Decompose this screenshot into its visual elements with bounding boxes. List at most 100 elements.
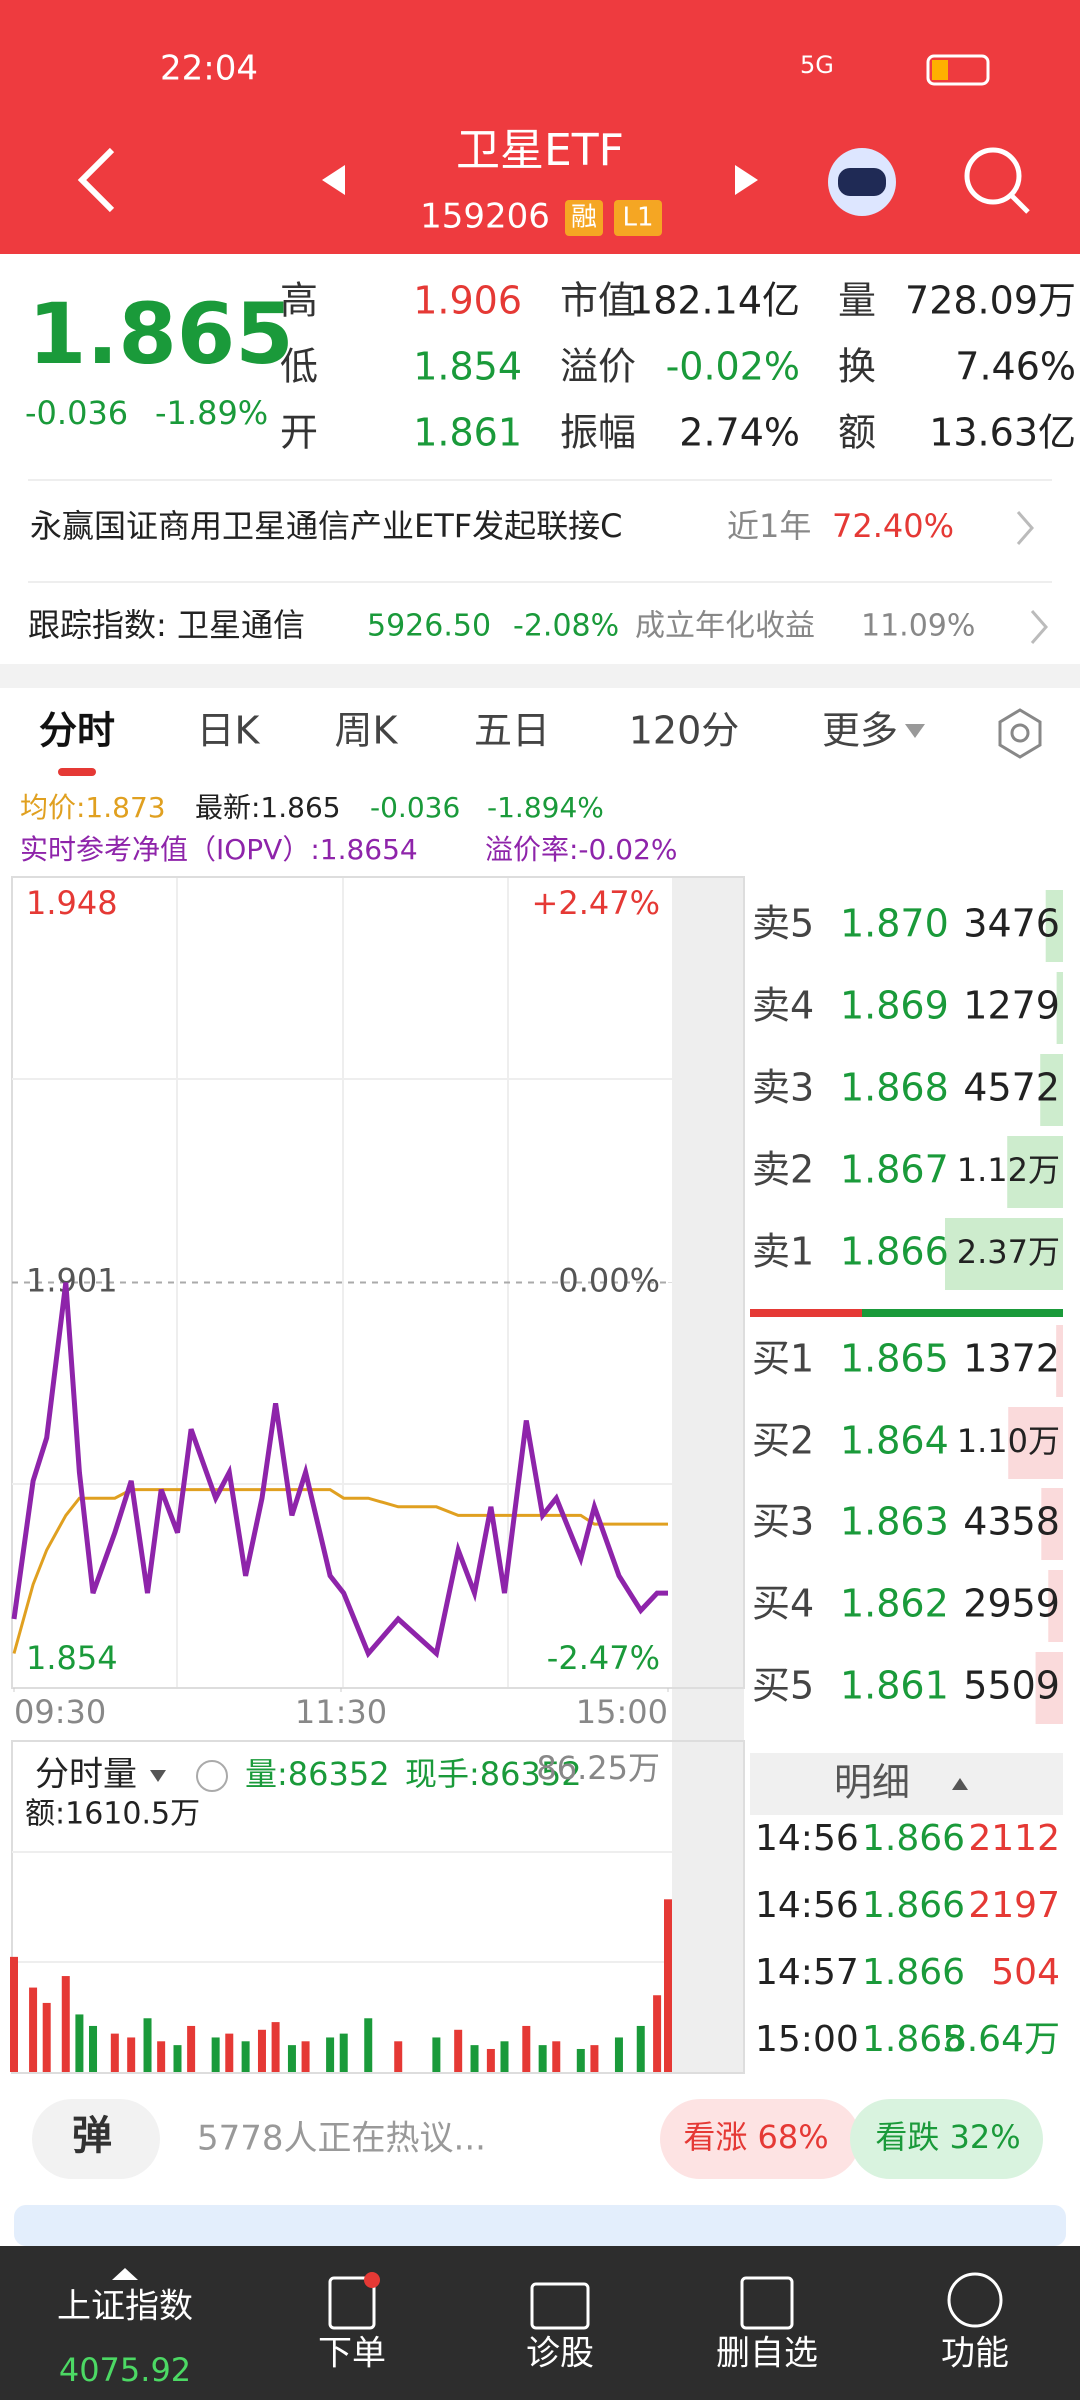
search-handle xyxy=(1010,194,1030,214)
text: 5926.50 xyxy=(367,609,491,644)
volume-bar xyxy=(271,2022,280,2072)
gap xyxy=(0,664,1080,688)
text[interactable]: 删自选 xyxy=(716,2334,818,2374)
text: 1.863 xyxy=(840,1500,949,1544)
badge xyxy=(364,2272,380,2288)
volume-bar xyxy=(257,2029,266,2072)
text: 2959 xyxy=(963,1582,1060,1626)
text: 成立年化收益 xyxy=(635,609,815,644)
volume-bar xyxy=(61,1976,70,2072)
tab[interactable]: 120分 xyxy=(629,709,740,753)
volume-bar xyxy=(326,2037,335,2072)
text[interactable]: 下单 xyxy=(318,2334,386,2374)
volume-bar xyxy=(225,2033,234,2072)
danmu-button[interactable] xyxy=(32,2099,160,2179)
tab[interactable]: 周K xyxy=(335,709,399,753)
depth-bar xyxy=(1048,1570,1063,1642)
text: 159206 xyxy=(420,197,550,237)
text: 额:1610.5万 xyxy=(25,1797,200,1832)
text[interactable]: 诊股 xyxy=(526,2334,594,2374)
chevron[interactable] xyxy=(1016,511,1034,545)
text: 5778人正在热议... xyxy=(197,2119,486,2159)
tab[interactable]: 分时 xyxy=(39,709,115,753)
text: 最新:1.865 xyxy=(195,791,341,824)
series-line xyxy=(11,1282,668,1659)
text: 2112 xyxy=(968,1818,1060,1859)
stat-value: 1.906 xyxy=(413,279,522,323)
back[interactable] xyxy=(77,147,115,213)
volume-bar xyxy=(89,2025,98,2072)
tab[interactable]: 更多 xyxy=(822,709,898,753)
depth-bar xyxy=(1007,1136,1063,1208)
next[interactable] xyxy=(735,165,758,195)
dropdown xyxy=(150,1770,166,1782)
volume-bar xyxy=(486,2048,495,2072)
volume-bar xyxy=(636,2025,645,2072)
text: 买1 xyxy=(752,1337,814,1381)
x-tick-label: 09:30 xyxy=(14,1693,106,1731)
stat-label: 额 xyxy=(838,411,876,455)
depth-bar xyxy=(1008,1407,1063,1479)
depth-bar xyxy=(1041,1488,1063,1560)
tag-bg xyxy=(614,200,662,236)
text: 1.861 xyxy=(840,1664,949,1708)
text[interactable]: 上证指数 xyxy=(57,2287,193,2327)
text: 4572 xyxy=(963,1066,1060,1110)
volume-bar xyxy=(590,2045,599,2072)
stat-label: 开 xyxy=(280,411,318,455)
stat-label: 溢价 xyxy=(560,345,636,389)
text: -1.894% xyxy=(487,791,604,824)
volume-label[interactable]: 分时量 xyxy=(35,1755,137,1795)
depth-bar xyxy=(1056,972,1063,1044)
stat-value: 1.861 xyxy=(413,411,522,455)
help[interactable] xyxy=(196,1760,228,1792)
volume-bar xyxy=(552,2041,561,2072)
search[interactable] xyxy=(964,147,1022,205)
icon-order xyxy=(328,2276,376,2330)
volume-bar xyxy=(522,2025,531,2072)
tab[interactable]: 日K xyxy=(197,709,261,753)
text: 72.40% xyxy=(832,507,954,545)
stat-label: 低 xyxy=(280,345,318,389)
text: 卖1 xyxy=(752,1230,814,1274)
down-pill[interactable] xyxy=(850,2099,1043,2179)
volume-bar xyxy=(432,2037,441,2072)
sort-arrow xyxy=(952,1778,968,1790)
volume-bar xyxy=(211,2037,220,2072)
volume-bar xyxy=(301,2041,310,2072)
up-pill[interactable] xyxy=(660,2099,860,2179)
text: 1.866 xyxy=(862,1885,965,1926)
text: 卖3 xyxy=(752,1066,814,1110)
chevron[interactable] xyxy=(1030,610,1048,644)
volume-bar xyxy=(187,2025,196,2072)
prev[interactable] xyxy=(322,165,345,195)
text: 1.864 xyxy=(840,1419,949,1463)
header-bg xyxy=(0,0,1080,254)
volume-bar xyxy=(664,1899,672,2072)
settings[interactable] xyxy=(998,708,1042,759)
text: 1.870 xyxy=(840,902,949,946)
text: 4358 xyxy=(963,1500,1060,1544)
depth-bar xyxy=(945,1218,1063,1290)
robot-face xyxy=(838,168,886,196)
stat-label: 市值 xyxy=(560,279,636,323)
volume-bar xyxy=(287,2045,296,2072)
book-split-sell xyxy=(750,1309,862,1317)
settings-dot xyxy=(1010,723,1030,743)
text: 1.866 xyxy=(862,1952,965,1993)
volume-bar xyxy=(454,2029,463,2072)
text: 11.09% xyxy=(861,609,975,644)
text: 近1年 xyxy=(727,507,811,545)
volume-frame xyxy=(11,1740,745,2074)
detail-head[interactable] xyxy=(750,1753,1063,1815)
text[interactable]: 功能 xyxy=(941,2334,1009,2374)
depth-bar xyxy=(1056,1325,1063,1397)
stat-label: 换 xyxy=(838,345,876,389)
text: 2197 xyxy=(968,1885,1060,1926)
volume-bar xyxy=(614,2037,623,2072)
tab[interactable]: 五日 xyxy=(474,709,550,753)
depth-bar xyxy=(1040,1054,1063,1126)
text: 5509 xyxy=(963,1664,1060,1708)
y2-tick-label: +2.47% xyxy=(532,884,660,922)
text: 现手:86352 xyxy=(405,1755,582,1793)
